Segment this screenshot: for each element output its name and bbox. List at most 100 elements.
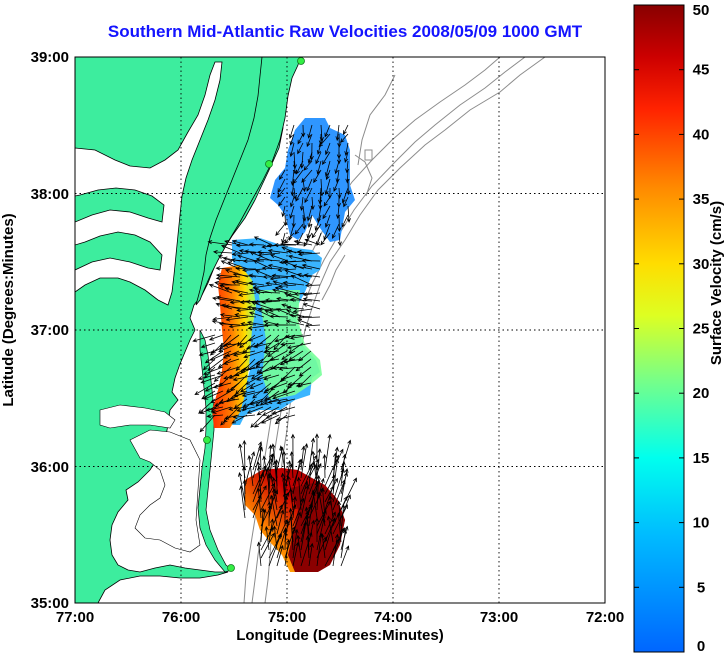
velocity-arrow — [194, 382, 216, 396]
y-tick-label: 36:00 — [31, 459, 69, 476]
velocity-arrow — [292, 308, 313, 314]
velocity-arrow — [324, 214, 331, 228]
velocity-arrow — [213, 382, 232, 389]
velocity-arrow — [326, 515, 334, 543]
velocity-arrow — [281, 232, 286, 244]
velocity-arrow — [314, 464, 319, 495]
velocity-arrow — [236, 406, 256, 413]
velocity-arrow — [218, 398, 240, 405]
velocity-arrow — [272, 390, 296, 400]
velocity-arrow — [303, 273, 321, 278]
velocity-arrow — [346, 205, 351, 223]
velocity-arrow — [332, 533, 340, 567]
velocity-arrow — [302, 297, 321, 302]
velocity-arrow — [314, 214, 322, 232]
velocity-arrow — [335, 124, 340, 142]
velocity-arrow — [241, 390, 264, 398]
albemarle-sound — [99, 404, 176, 429]
velocity-arrow — [308, 542, 314, 567]
velocity-arrow — [225, 316, 249, 322]
velocity-arrow — [231, 252, 249, 257]
velocity-arrow — [287, 381, 304, 387]
velocity-arrow — [304, 238, 321, 246]
map-area — [75, 57, 605, 603]
velocity-arrow — [340, 468, 349, 503]
velocity-arrow — [197, 374, 216, 381]
velocity-arrow — [293, 291, 313, 297]
velocity-arrow — [269, 494, 278, 527]
velocity-arrow — [260, 526, 274, 551]
velocity-arrow — [322, 205, 331, 220]
velocity-arrow — [315, 151, 322, 165]
velocity-arrow — [273, 334, 288, 351]
velocity-arrow — [246, 320, 265, 326]
station-marker — [227, 564, 235, 572]
velocity-arrow — [340, 460, 346, 487]
velocity-arrow — [300, 520, 308, 551]
x-tick-label: 73:00 — [480, 609, 518, 626]
y-tick-label: 38:00 — [31, 186, 69, 203]
y-tick-labels: 39:00 38:00 37:00 36:00 35:00 — [31, 49, 69, 612]
velocity-arrow — [272, 280, 289, 286]
velocity-arrow — [198, 350, 216, 357]
x-axis-label: Longitude (Degrees:Minutes) — [236, 627, 444, 644]
velocity-arrow — [254, 414, 272, 428]
velocity-arrow — [316, 517, 326, 551]
velocity-arrow — [262, 274, 281, 280]
velocity-arrow — [282, 382, 296, 394]
velocity-arrow — [232, 272, 257, 278]
velocity-arrow — [332, 479, 346, 511]
velocity-arrow — [297, 133, 304, 145]
velocity-arrow — [343, 124, 349, 136]
velocity-arrow — [292, 458, 302, 495]
velocity-arrow — [249, 251, 273, 262]
colorbar-label: Surface Velocity (cm/s) — [708, 201, 724, 365]
velocity-arrow — [288, 124, 295, 139]
velocity-arrow — [324, 433, 332, 471]
velocity-arrow — [332, 504, 348, 535]
velocity-arrow — [297, 318, 313, 326]
velocity-arrow — [322, 151, 331, 166]
colorbar-tick-label: 35 — [693, 191, 710, 208]
velocity-arrow — [313, 169, 322, 184]
velocity-arrow — [248, 242, 265, 247]
velocity-arrow — [336, 500, 342, 527]
velocity-arrow — [250, 414, 264, 428]
velocity-arrow — [242, 398, 264, 408]
colorbar — [633, 4, 685, 653]
velocity-arrow — [224, 239, 241, 246]
velocity-arrow — [220, 414, 232, 426]
velocity-arrow — [297, 142, 304, 155]
velocity-arrow — [316, 474, 321, 511]
velocity-arrow — [223, 342, 248, 347]
velocity-arrow — [311, 223, 322, 239]
velocity-arrow — [263, 319, 281, 326]
x-tick-labels: 77:00 76:00 75:00 74:00 73:00 72:00 — [56, 609, 624, 626]
velocity-arrow — [205, 406, 224, 412]
velocity-arrow — [292, 528, 299, 559]
velocity-arrow — [279, 358, 296, 366]
y-axis-label: Latitude (Degrees:Minutes) — [0, 213, 17, 406]
velocity-arrow — [282, 492, 288, 527]
velocity-arrow — [274, 286, 297, 294]
velocity-arrow — [239, 334, 256, 349]
velocity-arrow — [248, 273, 265, 278]
velocity-arrow — [267, 398, 288, 404]
velocity-arrow — [324, 511, 336, 535]
velocity-arrow — [251, 301, 273, 310]
velocity-arrow — [305, 283, 321, 288]
velocity-arrow — [255, 269, 273, 278]
velocity-arrow — [234, 312, 257, 318]
velocity-arrow — [306, 133, 313, 148]
velocity-arrow — [203, 390, 224, 400]
y-tick-label: 37:00 — [31, 322, 69, 339]
velocity-arrow — [325, 142, 331, 156]
velocity-arrow — [307, 151, 313, 164]
velocity-arrow — [260, 532, 275, 559]
colorbar-tick-label: 40 — [693, 126, 710, 143]
velocity-arrow — [264, 525, 270, 551]
velocity-arrow — [216, 295, 241, 302]
velocity-arrow — [252, 260, 273, 270]
colorbar-tick-label: 5 — [697, 579, 705, 596]
velocity-arrow — [249, 382, 264, 390]
